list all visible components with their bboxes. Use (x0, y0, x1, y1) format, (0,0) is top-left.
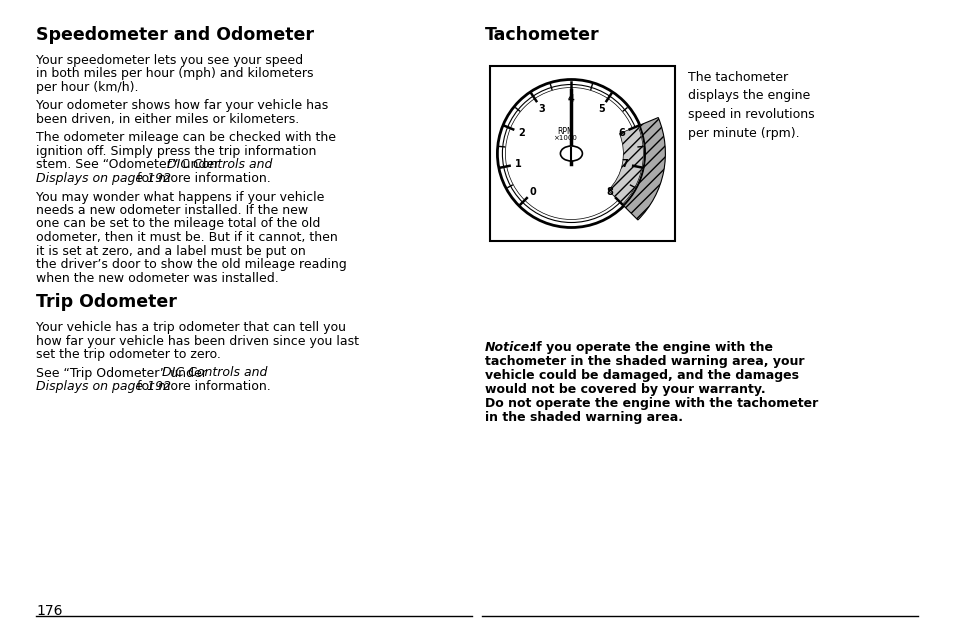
Text: been driven, in either miles or kilometers.: been driven, in either miles or kilomete… (36, 113, 299, 126)
Text: odometer, then it must be. But if it cannot, then: odometer, then it must be. But if it can… (36, 231, 337, 244)
Text: 2: 2 (517, 128, 524, 138)
Text: If you operate the engine with the: If you operate the engine with the (523, 341, 773, 354)
Text: The tachometer
displays the engine
speed in revolutions
per minute (rpm).: The tachometer displays the engine speed… (687, 71, 814, 139)
Text: 1: 1 (515, 159, 521, 169)
Text: You may wonder what happens if your vehicle: You may wonder what happens if your vehi… (36, 191, 324, 204)
Text: how far your vehicle has been driven since you last: how far your vehicle has been driven sin… (36, 335, 358, 347)
Text: Tachometer: Tachometer (484, 26, 599, 44)
Text: 8: 8 (605, 187, 613, 197)
Wedge shape (607, 126, 642, 204)
Text: Speedometer and Odometer: Speedometer and Odometer (36, 26, 314, 44)
Text: 5: 5 (598, 104, 604, 114)
Text: The odometer mileage can be checked with the: The odometer mileage can be checked with… (36, 132, 335, 144)
Text: Your speedometer lets you see your speed: Your speedometer lets you see your speed (36, 54, 303, 67)
Text: RPM: RPM (557, 127, 573, 136)
Text: DIC Controls and: DIC Controls and (162, 366, 267, 380)
Text: 0: 0 (529, 187, 536, 197)
Text: Trip Odometer: Trip Odometer (36, 293, 176, 311)
Text: when the new odometer was installed.: when the new odometer was installed. (36, 272, 278, 284)
Text: Your vehicle has a trip odometer that can tell you: Your vehicle has a trip odometer that ca… (36, 321, 346, 334)
Text: ignition off. Simply press the trip information: ignition off. Simply press the trip info… (36, 145, 316, 158)
Text: Notice:: Notice: (484, 341, 535, 354)
Ellipse shape (559, 146, 581, 161)
Text: tachometer in the shaded warning area, your: tachometer in the shaded warning area, y… (484, 355, 803, 368)
Text: vehicle could be damaged, and the damages: vehicle could be damaged, and the damage… (484, 369, 799, 382)
Text: in both miles per hour (mph) and kilometers: in both miles per hour (mph) and kilomet… (36, 67, 314, 81)
Text: the driver’s door to show the old mileage reading: the driver’s door to show the old mileag… (36, 258, 346, 271)
Text: for more information.: for more information. (132, 380, 271, 393)
Text: stem. See “Odometer” under: stem. See “Odometer” under (36, 158, 223, 172)
Text: per hour (km/h).: per hour (km/h). (36, 81, 138, 94)
Text: See “Trip Odometer” under: See “Trip Odometer” under (36, 366, 211, 380)
Text: Displays on page 192: Displays on page 192 (36, 172, 171, 185)
Text: Do not operate the engine with the tachometer: Do not operate the engine with the tacho… (484, 397, 818, 410)
Text: Your odometer shows how far your vehicle has: Your odometer shows how far your vehicle… (36, 99, 328, 113)
Text: it is set at zero, and a label must be put on: it is set at zero, and a label must be p… (36, 244, 305, 258)
Text: Displays on page 192: Displays on page 192 (36, 380, 171, 393)
Text: for more information.: for more information. (132, 172, 271, 185)
Text: needs a new odometer installed. If the new: needs a new odometer installed. If the n… (36, 204, 308, 217)
Text: one can be set to the mileage total of the old: one can be set to the mileage total of t… (36, 218, 320, 230)
Text: ×1000: ×1000 (553, 135, 577, 141)
Text: 6: 6 (618, 128, 624, 138)
Text: 3: 3 (537, 104, 544, 114)
Text: set the trip odometer to zero.: set the trip odometer to zero. (36, 348, 221, 361)
Text: would not be covered by your warranty.: would not be covered by your warranty. (484, 383, 765, 396)
Text: 7: 7 (620, 159, 627, 169)
Text: 176: 176 (36, 604, 63, 618)
Text: DIC Controls and: DIC Controls and (167, 158, 272, 172)
Text: in the shaded warning area.: in the shaded warning area. (484, 411, 682, 424)
Bar (490, 66, 675, 241)
Wedge shape (623, 118, 664, 220)
Text: 4: 4 (567, 95, 574, 104)
